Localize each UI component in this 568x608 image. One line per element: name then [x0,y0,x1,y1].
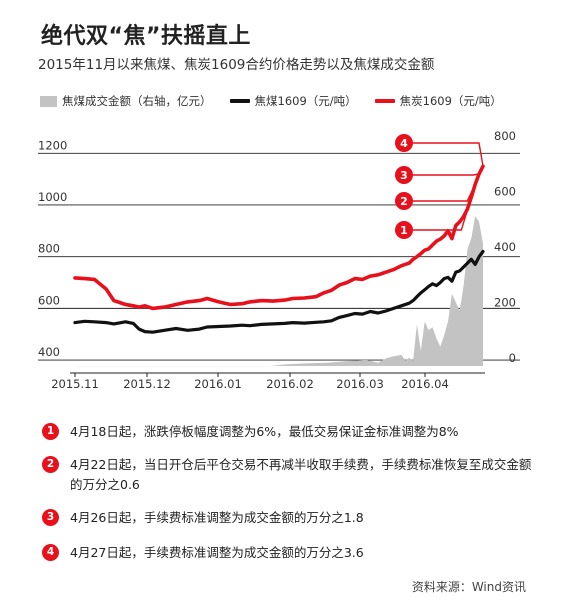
callout-label-2: 2 [400,195,408,208]
callout-badge-4 [395,134,413,152]
callout-badge-1 [395,221,413,239]
notes-list: 1 4月18日起，涨跌停板幅度调整为6%，最低交易保证金标准调整为8% 2 4月… [42,422,542,563]
callout-line-1 [413,197,473,231]
note-4: 4 4月27日起，手续费标准调整为成交金额的万分之3.6 [42,543,542,563]
callout-label-3: 3 [400,169,408,182]
series-coal-line [73,249,485,334]
y-left-tick-label: 600 [38,293,60,307]
x-tick-label: 2015.11 [51,377,99,391]
x-tick-label: 2016.02 [266,377,314,391]
x-tick-label: 2016.04 [401,377,449,391]
note-3: 3 4月26日起，手续费标准调整为成交金额的万分之1.8 [42,508,542,528]
legend-swatch-coke [374,99,395,103]
note-text-1: 4月18日起，涨跌停板幅度调整为6%，最低交易保证金标准调整为8% [70,424,459,439]
y-right-tick-label: 0 [509,351,516,365]
series-coke-line [73,164,485,311]
note-badge-2: 2 [42,456,59,473]
note-text-2: 4月22日起，当日开仓后平仓交易不再减半收取手续费，手续费标准恢复至成交金额的万… [70,457,532,492]
note-2: 2 4月22日起，当日开仓后平仓交易不再减半收取手续费，手续费标准恢复至成交金额… [42,455,542,495]
legend-item-coal: 焦煤1609（元/吨） [229,93,357,109]
callout-line-4 [413,142,484,167]
legend-label-coke: 焦炭1609（元/吨） [399,94,502,108]
y-right-tick-label: 200 [494,296,516,310]
legend-item-volume: 焦煤成交金额（右轴，亿元） [40,93,212,109]
legend-swatch-volume [40,95,57,107]
callout-label-1: 1 [400,224,408,237]
x-tick-label: 2016.03 [336,377,384,391]
chart-title: 绝代双“焦”扶摇直上 [41,24,251,49]
y-left-tick-label: 1000 [38,190,67,204]
y-right-tick-label: 800 [494,129,516,143]
callout-badge-2 [395,192,413,210]
x-tick-label: 2015.12 [123,377,171,391]
callout-line-2 [413,183,476,202]
legend-label-coal: 焦煤1609（元/吨） [254,94,357,108]
price-chart: 400 600 800 1000 1200 0 200 400 600 800 2015.11 201… [38,129,520,391]
y-left-tick-label: 400 [38,345,60,359]
legend-swatch-coal [229,99,250,103]
y-right-tick-label: 600 [494,184,516,198]
note-text-3: 4月26日起，手续费标准调整为成交金额的万分之1.8 [70,510,364,525]
note-1: 1 4月18日起，涨跌停板幅度调整为6%，最低交易保证金标准调整为8% [42,422,542,442]
source-note: 资料来源：Wind资讯 [411,580,526,594]
callout-badge-3 [395,166,413,184]
note-badge-4: 4 [42,544,59,561]
callout-label-4: 4 [400,137,408,150]
legend-label-volume: 焦煤成交金额（右轴，亿元） [62,94,212,108]
y-left-tick-label: 1200 [38,138,67,152]
y-left-tick-label: 800 [38,242,60,256]
chart-subtitle: 2015年11月以来焦煤、焦炭1609合约价格走势以及焦煤成交金额 [38,57,435,73]
y-right-tick-label: 400 [494,240,516,254]
x-tick-label: 2016.01 [194,377,242,391]
note-badge-3: 3 [42,509,59,526]
note-text-4: 4月27日起，手续费标准调整为成交金额的万分之3.6 [70,545,364,560]
legend: 焦煤成交金额（右轴，亿元） 焦煤1609（元/吨） 焦炭1609（元/吨） [40,92,520,110]
callout-line-3 [413,173,480,176]
series-volume-area [75,216,483,367]
note-badge-1: 1 [42,423,59,440]
legend-item-coke: 焦炭1609（元/吨） [374,93,502,109]
